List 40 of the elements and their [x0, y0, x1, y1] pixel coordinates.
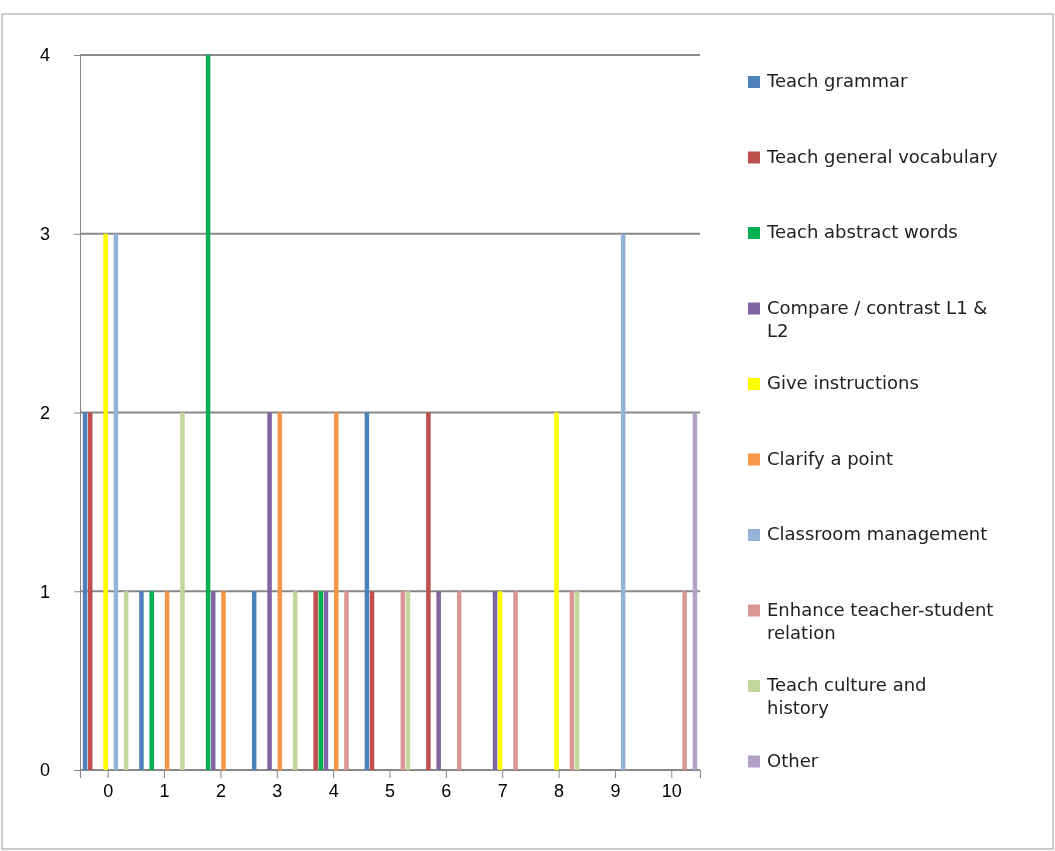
- x-tick-label: 5: [384, 781, 396, 802]
- legend-label: Enhance teacher-student relation: [767, 598, 994, 643]
- y-tick-label: 0: [39, 760, 50, 781]
- x-tick-label: 0: [103, 781, 114, 802]
- x-tick-label: 9: [610, 781, 621, 802]
- bar: [139, 591, 144, 770]
- bar: [292, 591, 298, 770]
- bar: [103, 233, 108, 770]
- y-tick-label: 1: [39, 581, 50, 602]
- legend-label: Compare / contrast L1 & L2: [767, 296, 988, 341]
- bar: [149, 591, 154, 770]
- x-tick-label: 6: [441, 781, 452, 802]
- legend-label: Clarify a point: [767, 447, 894, 469]
- legend-label: Give instructions: [767, 372, 919, 393]
- y-tick-label: 3: [39, 224, 50, 245]
- y-tick-label: 2: [39, 402, 50, 423]
- legend-label: Teach grammar: [766, 70, 909, 91]
- legend-label: Classroom management: [767, 523, 988, 544]
- bar: [267, 412, 272, 770]
- bar: [436, 591, 441, 770]
- bar: [180, 412, 185, 770]
- x-tick-label: 8: [554, 781, 565, 802]
- bar: [682, 591, 687, 770]
- x-tick-label: 2: [215, 781, 226, 802]
- x-tick-label: 10: [661, 781, 682, 802]
- x-tick-label: 4: [328, 781, 339, 802]
- legend-label: Other: [767, 749, 819, 771]
- legend-label: Teach abstract words: [766, 221, 958, 242]
- bar: [513, 591, 518, 770]
- bar: [344, 591, 349, 770]
- x-tick-label: 3: [272, 781, 283, 802]
- y-tick-label: 4: [39, 45, 50, 66]
- bar: [313, 591, 318, 770]
- bar: [426, 412, 431, 770]
- bar: [221, 591, 226, 770]
- legend-label: Teach general vocabulary: [766, 145, 999, 167]
- x-tick-label: 7: [497, 781, 508, 802]
- legend-label: Teach culture and history: [766, 674, 927, 719]
- bar: [554, 412, 559, 770]
- x-tick-label: 1: [159, 781, 170, 802]
